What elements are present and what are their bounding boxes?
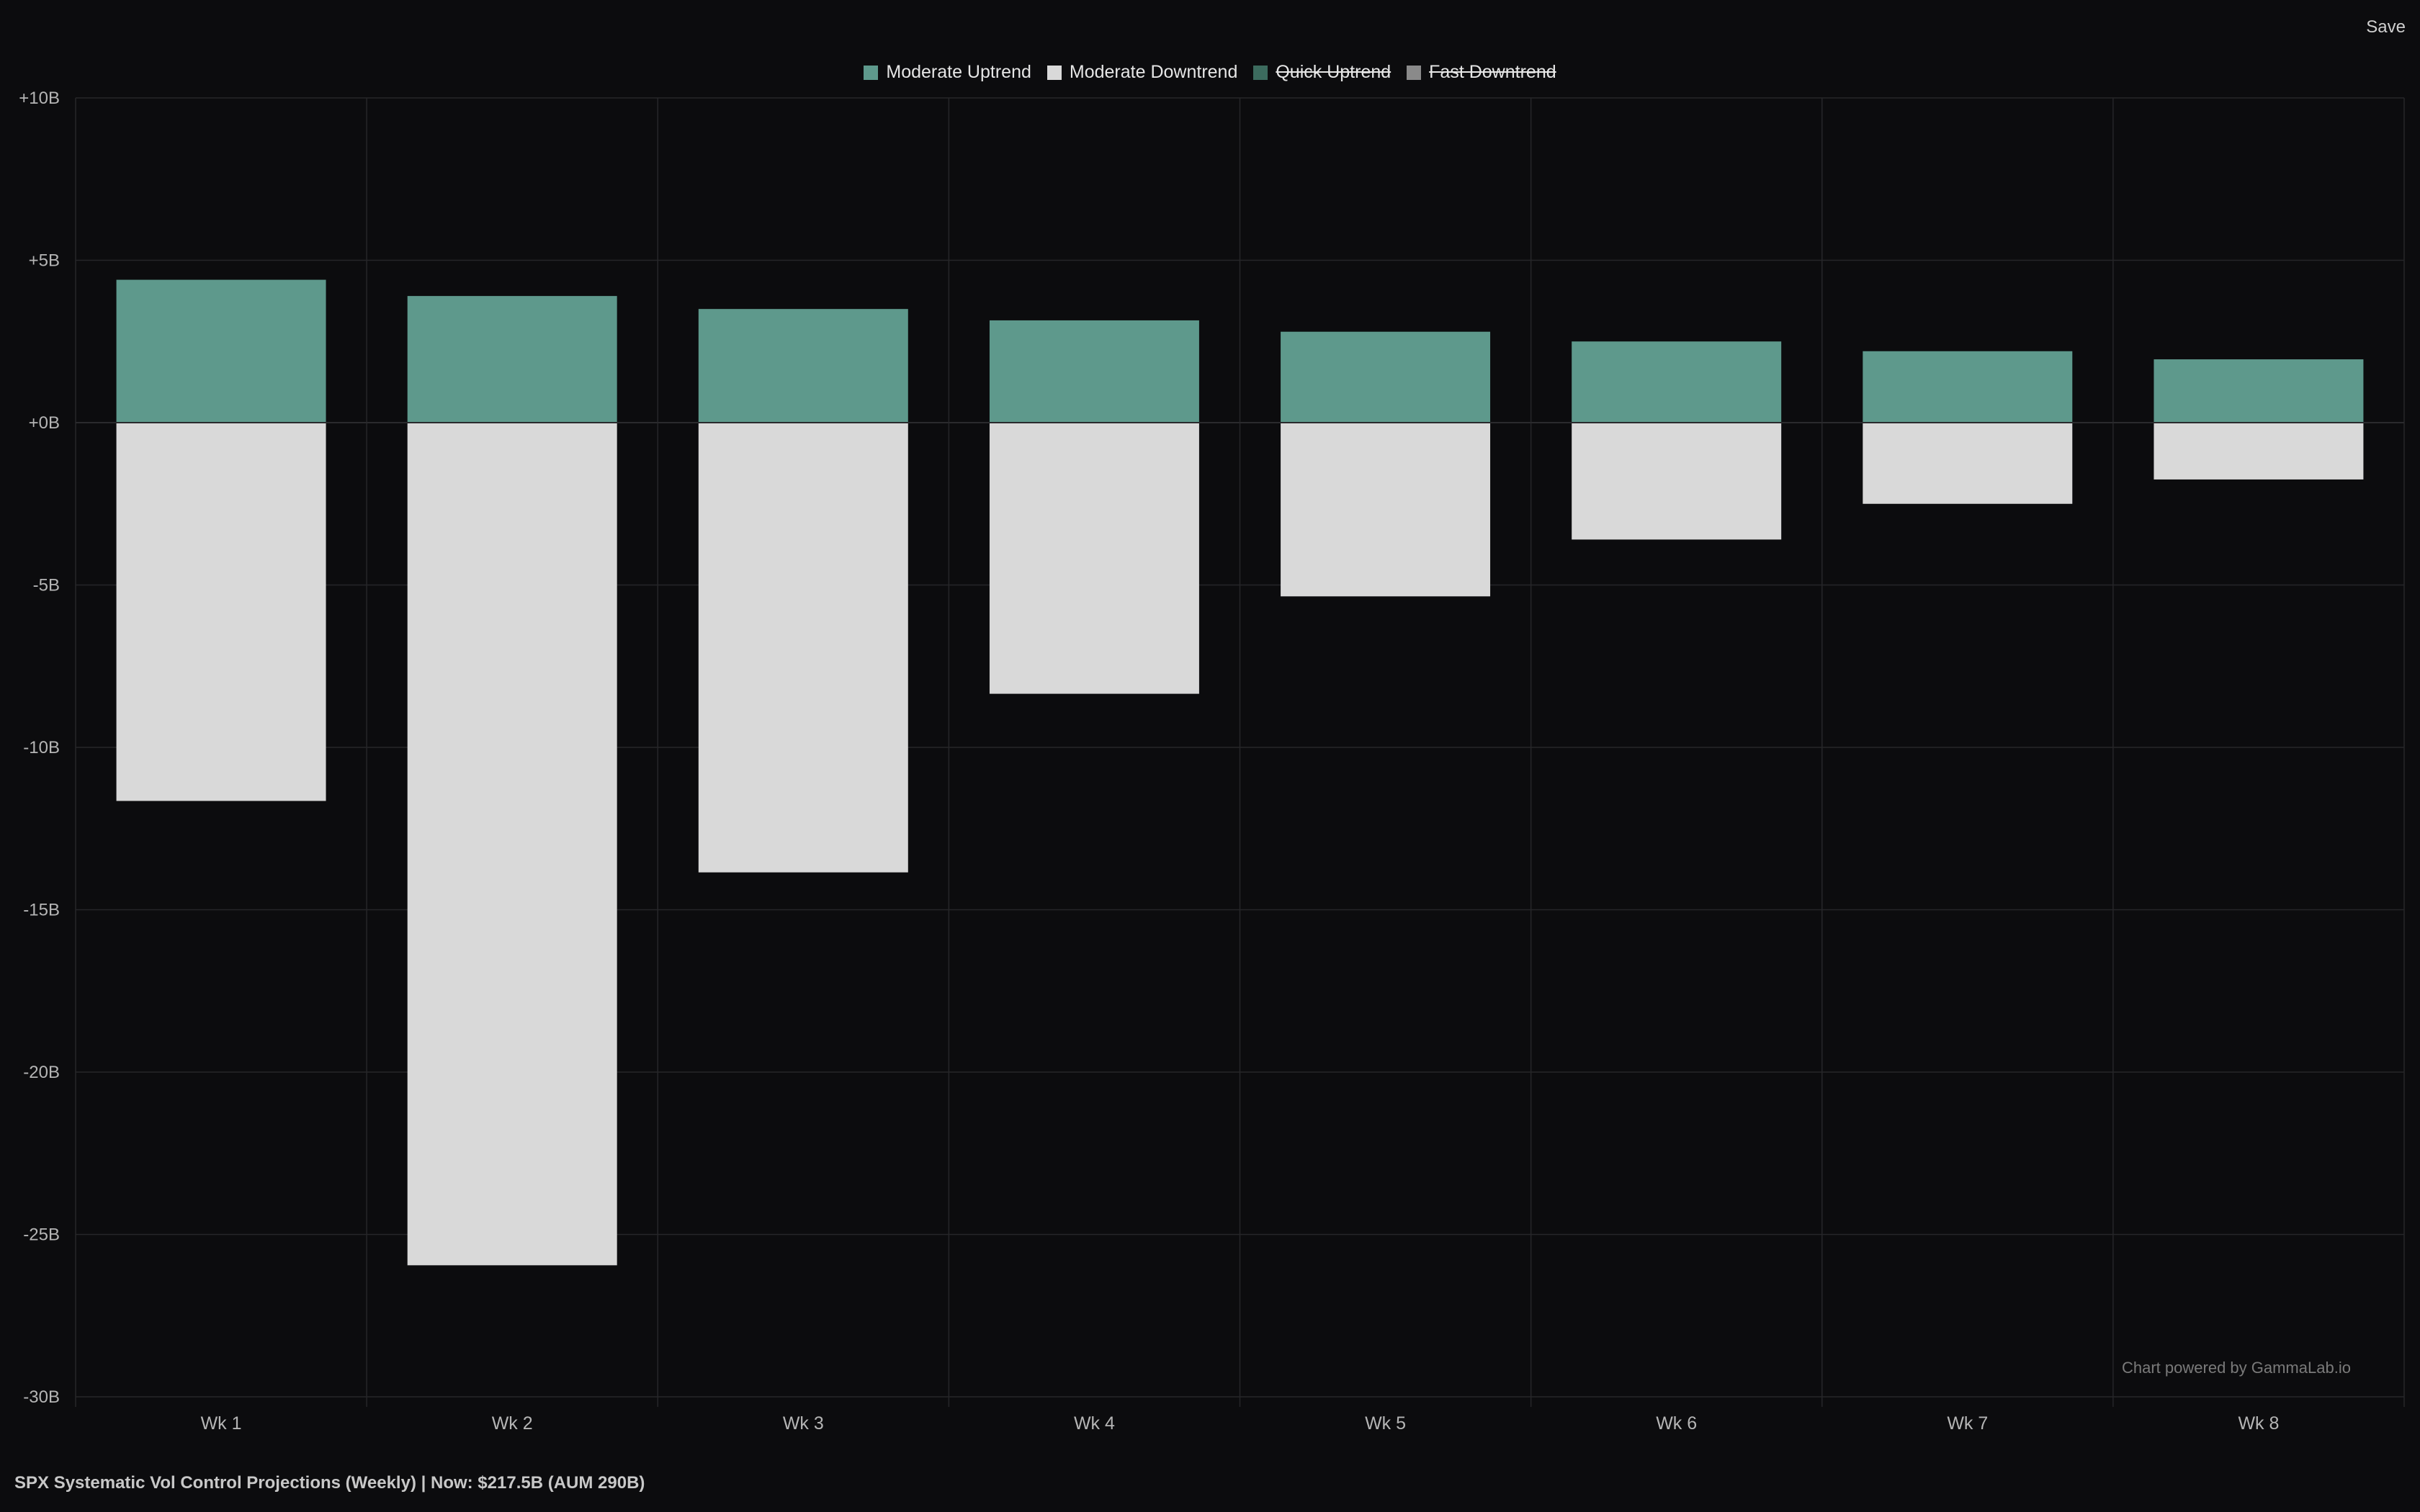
legend-swatch (864, 65, 879, 80)
y-tick-label: -5B (33, 576, 60, 595)
bar-moderate-downtrend[interactable] (1572, 423, 1782, 540)
x-tick-label: Wk 2 (492, 1413, 533, 1434)
bar-moderate-uptrend[interactable] (2154, 359, 2364, 423)
bars-layer (76, 279, 2404, 1266)
x-tick-label: Wk 5 (1365, 1413, 1406, 1434)
bar-moderate-uptrend[interactable] (989, 320, 1199, 423)
legend-label: Moderate Uptrend (886, 62, 1031, 82)
legend-item-quick-uptrend[interactable]: Quick Uptrend (1253, 62, 1391, 83)
footer-title: SPX Systematic Vol Control Projections (… (14, 1473, 645, 1493)
x-axis: Wk 1 Wk 2 Wk 3 Wk 4 Wk 5 Wk 6 Wk 7 Wk 8 (201, 1413, 2280, 1434)
y-axis: +10B +5B +0B -5B -10B -15B -20B -25B -30B (19, 89, 60, 1407)
legend-swatch (1407, 65, 1422, 80)
y-tick-label: -30B (23, 1387, 60, 1407)
x-tick-label: Wk 7 (1947, 1413, 1988, 1434)
x-tick-label: Wk 8 (2238, 1413, 2279, 1434)
legend-label: Fast Downtrend (1429, 62, 1556, 82)
save-button[interactable]: Save (2366, 17, 2406, 37)
bar-moderate-uptrend[interactable] (1863, 351, 2073, 423)
bar-moderate-downtrend[interactable] (1863, 423, 2073, 504)
bar-moderate-uptrend[interactable] (1281, 331, 1491, 423)
x-tick-label: Wk 6 (1656, 1413, 1697, 1434)
y-tick-label: -15B (23, 901, 60, 920)
legend-item-moderate-downtrend[interactable]: Moderate Downtrend (1047, 62, 1237, 83)
bar-moderate-downtrend[interactable] (1281, 423, 1491, 597)
legend-swatch (1253, 65, 1268, 80)
legend-item-fast-downtrend[interactable]: Fast Downtrend (1407, 62, 1556, 83)
bar-moderate-downtrend[interactable] (989, 423, 1199, 694)
watermark: Chart powered by GammaLab.io (2122, 1359, 2351, 1377)
y-tick-label: +0B (29, 413, 60, 433)
x-tick-label: Wk 4 (1074, 1413, 1115, 1434)
bar-moderate-uptrend[interactable] (1572, 341, 1782, 423)
chart-legend: Moderate Uptrend Moderate Downtrend Quic… (0, 62, 2420, 83)
legend-label: Quick Uptrend (1276, 62, 1392, 82)
bar-moderate-downtrend[interactable] (116, 423, 326, 801)
legend-item-moderate-uptrend[interactable]: Moderate Uptrend (864, 62, 1031, 83)
bar-moderate-uptrend[interactable] (698, 309, 908, 423)
x-tick-label: Wk 1 (201, 1413, 242, 1434)
legend-label: Moderate Downtrend (1069, 62, 1238, 82)
bar-moderate-uptrend[interactable] (116, 279, 326, 423)
y-tick-label: -10B (23, 738, 60, 757)
bar-moderate-uptrend[interactable] (407, 296, 617, 423)
bar-moderate-downtrend[interactable] (2154, 423, 2364, 480)
legend-swatch (1047, 65, 1062, 80)
x-tick-label: Wk 3 (783, 1413, 824, 1434)
y-tick-label: +5B (29, 251, 60, 271)
bar-moderate-downtrend[interactable] (407, 423, 617, 1266)
y-tick-label: -25B (23, 1225, 60, 1245)
y-tick-label: +10B (19, 89, 60, 108)
bar-moderate-downtrend[interactable] (698, 423, 908, 873)
y-tick-label: -20B (23, 1063, 60, 1082)
